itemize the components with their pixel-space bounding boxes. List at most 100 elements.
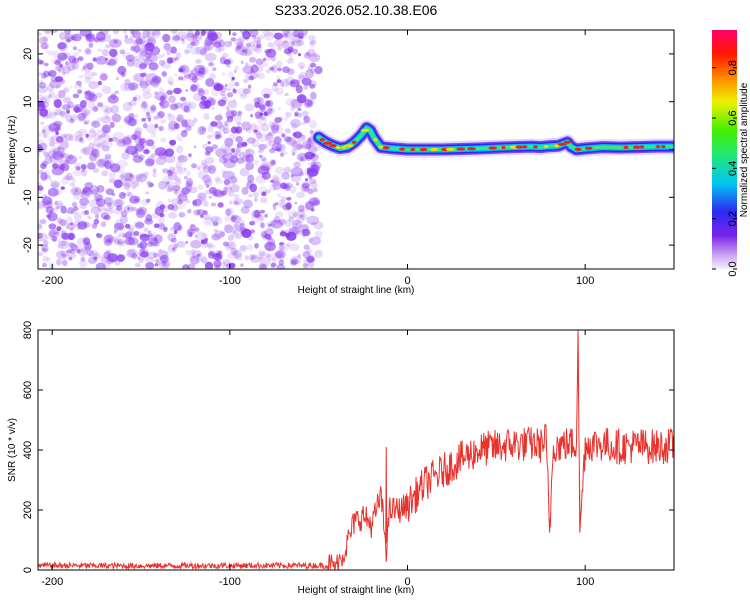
heatmap-noise-blob xyxy=(88,250,99,258)
heatmap-noise-blob xyxy=(89,198,103,209)
heatmap-noise-blob xyxy=(268,120,276,129)
heatmap-noise-blob xyxy=(214,136,219,140)
heatmap-x-tick-label: 0 xyxy=(404,275,410,287)
heatmap-noise-blob xyxy=(155,91,168,101)
heatmap-noise-blob xyxy=(74,130,83,137)
heatmap-noise-blob xyxy=(291,147,297,155)
heatmap-noise-blob xyxy=(105,207,112,212)
heatmap-noise-blob xyxy=(282,33,289,38)
heatmap-noise-blob xyxy=(56,226,62,231)
heatmap-noise-blob xyxy=(125,134,133,140)
heatmap-noise-blob xyxy=(49,141,55,147)
heatmap-noise-blob xyxy=(205,96,213,104)
line-y-tick-label: 600 xyxy=(22,381,34,399)
heatmap-noise-blob xyxy=(212,81,222,91)
heatmap-noise-blob xyxy=(101,48,109,57)
heatmap-hot-spot xyxy=(323,141,333,145)
heatmap-noise-blob xyxy=(242,65,254,74)
heatmap-noise-blob xyxy=(131,230,136,235)
heatmap-noise-blob xyxy=(55,85,61,89)
heatmap-noise-blob xyxy=(245,180,253,189)
heatmap-noise-blob xyxy=(150,153,157,158)
heatmap-noise-blob xyxy=(220,190,227,196)
heatmap-noise-blob xyxy=(196,83,200,88)
heatmap-noise-blob xyxy=(276,79,282,83)
heatmap-noise-blob xyxy=(71,177,76,183)
heatmap-noise-blob xyxy=(275,249,286,259)
heatmap-noise-blob xyxy=(107,207,114,215)
heatmap-noise-blob xyxy=(95,262,106,269)
heatmap-noise-blob xyxy=(114,219,124,229)
heatmap-noise-blob xyxy=(273,215,281,224)
heatmap-noise-blob xyxy=(117,240,126,247)
heatmap-noise-blob xyxy=(54,108,62,116)
heatmap-noise-blob xyxy=(73,190,77,194)
heatmap-noise-blob xyxy=(219,231,225,237)
heatmap-noise-blob xyxy=(203,99,212,109)
heatmap-noise-blob xyxy=(180,34,187,41)
heatmap-noise-blob xyxy=(66,249,72,254)
heatmap-noise-blob xyxy=(64,154,72,163)
heatmap-noise-blob xyxy=(158,261,170,269)
heatmap-noise-blob xyxy=(93,152,100,159)
heatmap-noise-blob xyxy=(38,232,49,242)
heatmap-noise-blob xyxy=(253,192,259,198)
heatmap-noise-blob xyxy=(39,108,48,117)
heatmap-noise-blob xyxy=(268,223,272,227)
heatmap-noise-blob xyxy=(308,197,320,207)
heatmap-noise-blob xyxy=(269,183,277,192)
heatmap-noise-blob xyxy=(58,154,64,158)
heatmap-noise-blob xyxy=(166,49,172,56)
heatmap-noise-blob xyxy=(247,174,255,183)
heatmap-noise-blob xyxy=(225,243,233,252)
colorbar-fill xyxy=(712,30,737,269)
heatmap-noise-blob xyxy=(289,38,295,44)
heatmap-noise-blob xyxy=(223,159,237,169)
heatmap-noise-blob xyxy=(228,262,236,268)
heatmap-noise-blob xyxy=(140,251,149,258)
heatmap-noise-blob xyxy=(274,211,284,219)
heatmap-noise-blob xyxy=(287,210,299,219)
heatmap-noise-blob xyxy=(42,194,48,199)
heatmap-noise-blob xyxy=(308,53,321,63)
heatmap-noise-blob xyxy=(271,257,276,262)
heatmap-noise-blob xyxy=(243,149,252,159)
heatmap-noise-blob xyxy=(58,151,64,157)
heatmap-noise-blob xyxy=(175,160,183,169)
line-x-tick-label: -100 xyxy=(219,576,241,588)
heatmap-noise-blob xyxy=(203,237,209,243)
heatmap-noise-blob xyxy=(125,191,131,197)
heatmap-noise-blob xyxy=(265,133,274,143)
heatmap-noise-blob xyxy=(296,94,307,104)
heatmap-noise-blob xyxy=(188,186,198,194)
heatmap-noise-blob xyxy=(61,232,70,240)
heatmap-noise-blob xyxy=(310,181,318,189)
heatmap-noise-blob xyxy=(255,214,263,220)
heatmap-noise-blob xyxy=(140,103,148,110)
heatmap-noise-blob xyxy=(52,50,60,58)
heatmap-noise-blob xyxy=(203,89,210,95)
heatmap-noise-blob xyxy=(167,114,176,121)
heatmap-noise-blob xyxy=(38,223,43,229)
heatmap-noise-blob xyxy=(93,106,99,112)
heatmap-noise-blob xyxy=(270,179,274,183)
heatmap-noise-blob xyxy=(177,76,184,81)
heatmap-noise-blob xyxy=(265,69,271,74)
heatmap-noise-blob xyxy=(81,146,90,156)
heatmap-noise-blob xyxy=(305,143,312,149)
heatmap-noise-blob xyxy=(276,263,285,269)
heatmap-noise-blob xyxy=(106,202,112,208)
heatmap-noise-blob xyxy=(67,101,74,109)
heatmap-noise-blob xyxy=(191,75,198,83)
heatmap-noise-blob xyxy=(264,233,272,240)
heatmap-noise-blob xyxy=(153,91,159,96)
heatmap-noise-blob xyxy=(43,45,48,50)
heatmap-noise-blob xyxy=(210,202,217,207)
heatmap-noise-blob xyxy=(253,209,261,218)
heatmap-noise-blob xyxy=(180,130,188,138)
heatmap-noise-blob xyxy=(233,99,237,103)
heatmap-noise-blob xyxy=(166,187,174,193)
heatmap-noise-blob xyxy=(173,189,178,195)
heatmap-noise-blob xyxy=(172,34,181,41)
heatmap-noise-blob xyxy=(215,120,223,129)
